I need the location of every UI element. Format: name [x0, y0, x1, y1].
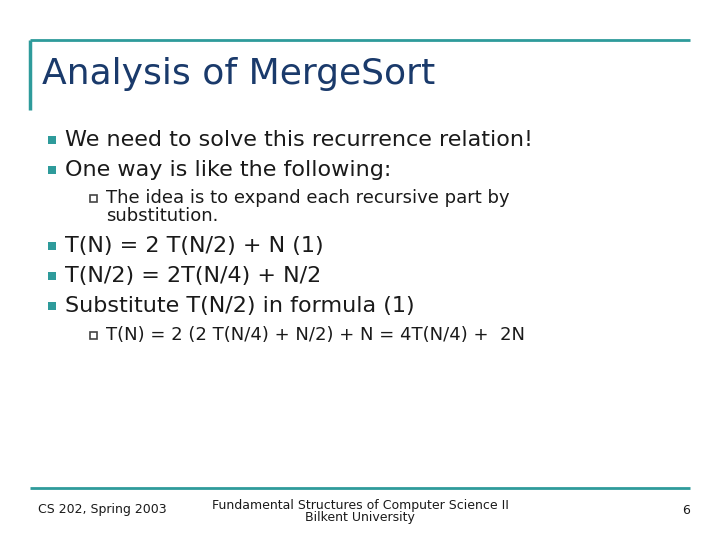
Text: T(N) = 2 (2 T(N/4) + N/2) + N = 4T(N/4) +  2N: T(N) = 2 (2 T(N/4) + N/2) + N = 4T(N/4) … [106, 326, 525, 344]
Bar [90, 332, 97, 339]
Bar [48, 242, 56, 250]
Text: Analysis of MergeSort: Analysis of MergeSort [42, 57, 436, 91]
Text: Fundamental Structures of Computer Science II: Fundamental Structures of Computer Scien… [212, 498, 508, 511]
Bar [48, 302, 56, 310]
Bar [48, 166, 56, 174]
Text: Bilkent University: Bilkent University [305, 511, 415, 524]
Bar [90, 194, 97, 201]
Text: T(N/2) = 2T(N/4) + N/2: T(N/2) = 2T(N/4) + N/2 [65, 266, 321, 286]
Bar [48, 136, 56, 144]
Text: substitution.: substitution. [106, 207, 218, 225]
Text: CS 202, Spring 2003: CS 202, Spring 2003 [38, 503, 166, 516]
Text: T(N) = 2 T(N/2) + N (1): T(N) = 2 T(N/2) + N (1) [65, 236, 323, 256]
Text: Substitute T(N/2) in formula (1): Substitute T(N/2) in formula (1) [65, 296, 415, 316]
Text: One way is like the following:: One way is like the following: [65, 160, 392, 180]
Bar [48, 272, 56, 280]
Text: The idea is to expand each recursive part by: The idea is to expand each recursive par… [106, 189, 510, 207]
Text: We need to solve this recurrence relation!: We need to solve this recurrence relatio… [65, 130, 533, 150]
Text: 6: 6 [682, 503, 690, 516]
